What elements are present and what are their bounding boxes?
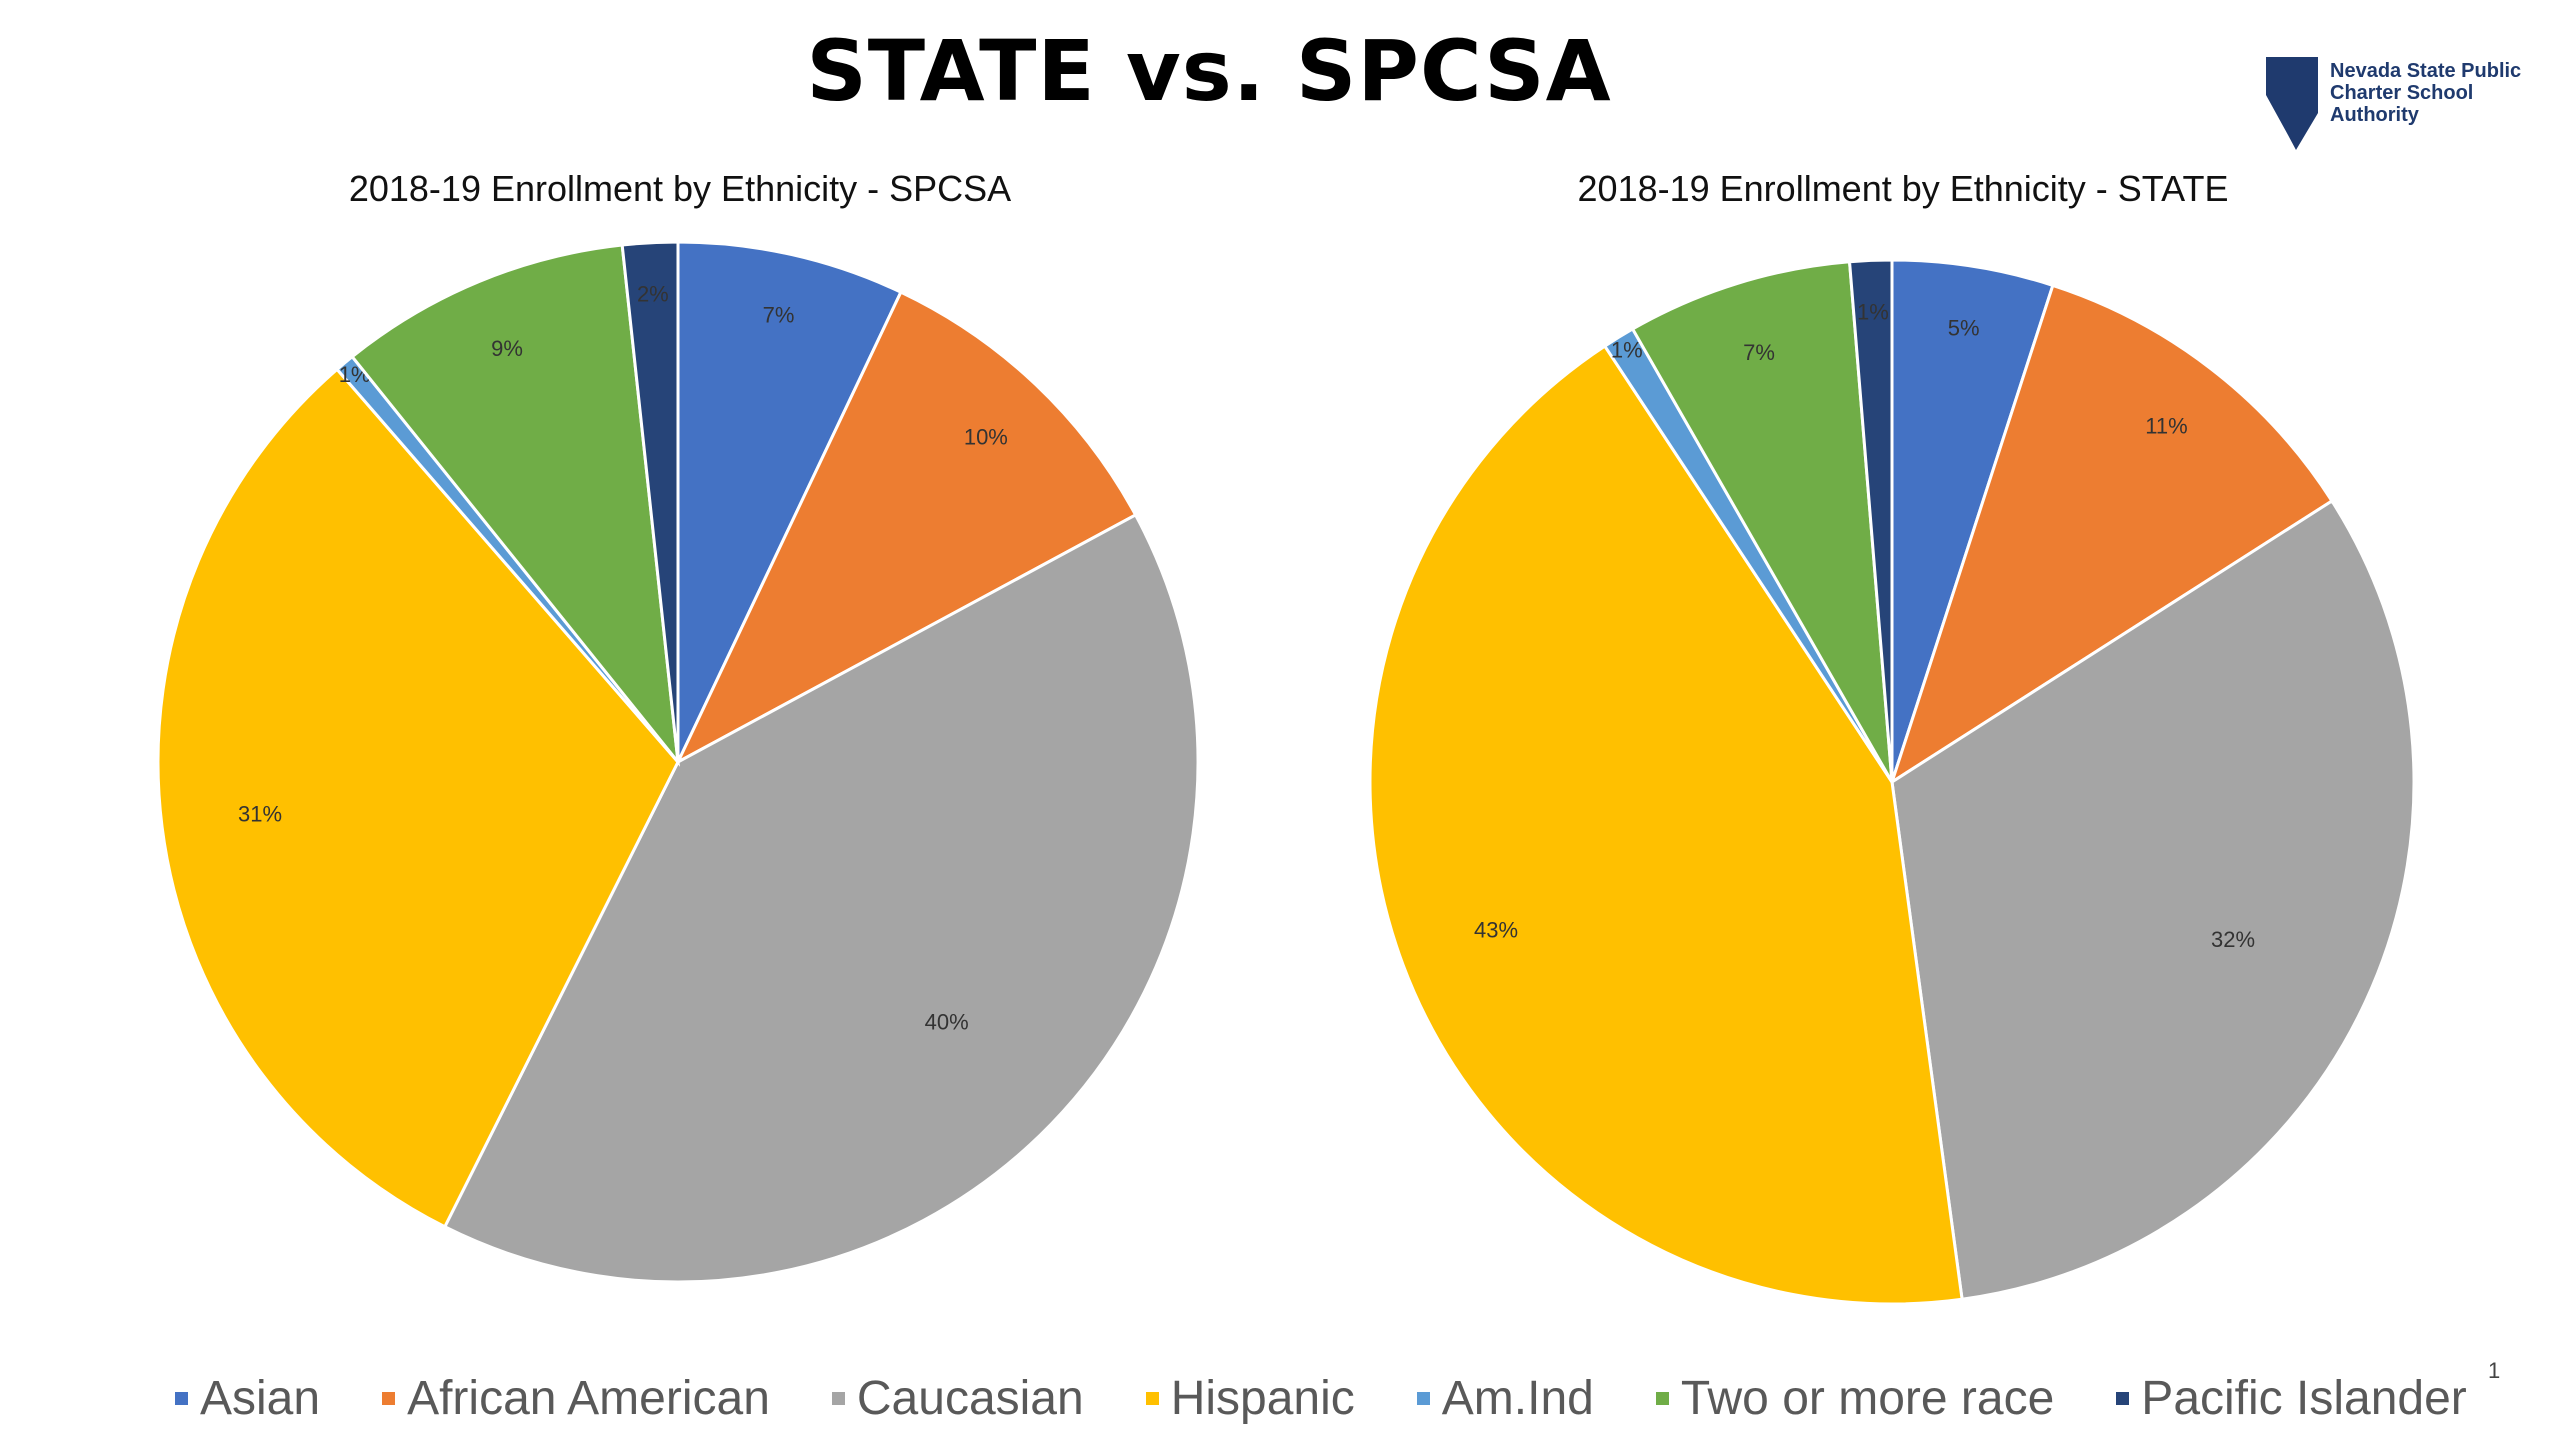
legend-swatch: [175, 1391, 188, 1405]
slide-title: STATE vs. SPCSA: [806, 22, 1612, 120]
slice-label-state-two-or-more-race: 7%: [1743, 340, 1775, 365]
pie-slice-spcsa-pacific-islander: [620, 240, 680, 763]
legend-label: Hispanic: [1170, 1371, 1355, 1425]
legend-item-am-ind: Am.Ind: [1416, 1371, 1594, 1426]
logo-line-3: Authority: [2330, 104, 2419, 126]
legend-swatch: [382, 1391, 396, 1405]
legend-swatch: [2116, 1391, 2130, 1405]
pie-slice-spcsa-caucasian: [442, 512, 1200, 1284]
legend-item-caucasian: Caucasian: [831, 1371, 1084, 1426]
legend-swatch: [1145, 1391, 1159, 1405]
legend-label: African American: [407, 1371, 770, 1425]
chart-title-state: 2018-19 Enrollment by Ethnicity - STATE: [1577, 168, 2229, 209]
pie-slice-spcsa-hispanic: [156, 367, 680, 1229]
page-number: 1: [2488, 1358, 2501, 1383]
slice-label-spcsa-african-american: 10%: [964, 425, 1008, 450]
slice-label-state-am-ind: 1%: [1611, 338, 1643, 363]
slice-label-spcsa-pacific-islander: 2%: [637, 282, 669, 307]
pie-slice-state-asian: [1890, 258, 2055, 783]
legend-label: Pacific Islander: [2141, 1371, 2467, 1425]
legend-item-hispanic: Hispanic: [1145, 1371, 1355, 1426]
legend-label: Two or more race: [1680, 1371, 2055, 1425]
legend-item-asian: Asian: [175, 1371, 320, 1426]
pie-slice-spcsa-two-or-more-race: [350, 243, 681, 767]
slice-label-state-caucasian: 32%: [2211, 927, 2255, 952]
legend-label: Am.Ind: [1441, 1371, 1594, 1425]
legend-item-pacific-islander: Pacific Islander: [2116, 1371, 2467, 1426]
pie-slice-state-pacific-islander: [1847, 258, 1894, 783]
pie-slice-spcsa-african-american: [674, 290, 1138, 766]
pie-slice-spcsa-asian: [676, 240, 903, 763]
logo-line-2: Charter School: [2330, 82, 2474, 104]
legend-label: Caucasian: [856, 1371, 1084, 1425]
slice-label-state-hispanic: 43%: [1474, 917, 1518, 942]
slice-label-spcsa-caucasian: 40%: [925, 1010, 969, 1035]
nevada-logo-icon: [2266, 57, 2318, 150]
pie-slice-state-hispanic: [1368, 344, 1964, 1306]
slice-label-spcsa-two-or-more-race: 9%: [491, 336, 523, 361]
pie-slice-state-african-american: [1889, 283, 2334, 786]
slice-label-spcsa-asian: 7%: [763, 303, 795, 328]
slice-label-state-african-american: 11%: [2145, 414, 2187, 439]
legend-item-african-american: African American: [382, 1371, 770, 1426]
legend-swatch: [1655, 1391, 1669, 1405]
logo-line-1: Nevada State Public: [2330, 60, 2522, 82]
legend-swatch: [1416, 1391, 1430, 1405]
logo-text: Nevada State Public Charter School Autho…: [2330, 60, 2560, 126]
legend-swatch: [831, 1391, 845, 1405]
slice-label-state-asian: 5%: [1948, 315, 1980, 340]
pie-slice-state-caucasian: [1890, 498, 2416, 1301]
slice-label-spcsa-hispanic: 31%: [238, 801, 282, 826]
chart-title-spcsa: 2018-19 Enrollment by Ethnicity - SPCSA: [348, 168, 1012, 209]
pie-slice-state-two-or-more-race: [1630, 260, 1894, 783]
slice-label-state-pacific-islander: 1%: [1857, 300, 1889, 325]
legend-label: Asian: [200, 1371, 321, 1425]
legend: Asian African American Caucasian Hispanic Am…: [175, 1368, 2529, 1428]
legend-item-two-or-more-race: Two or more race: [1655, 1371, 2055, 1426]
